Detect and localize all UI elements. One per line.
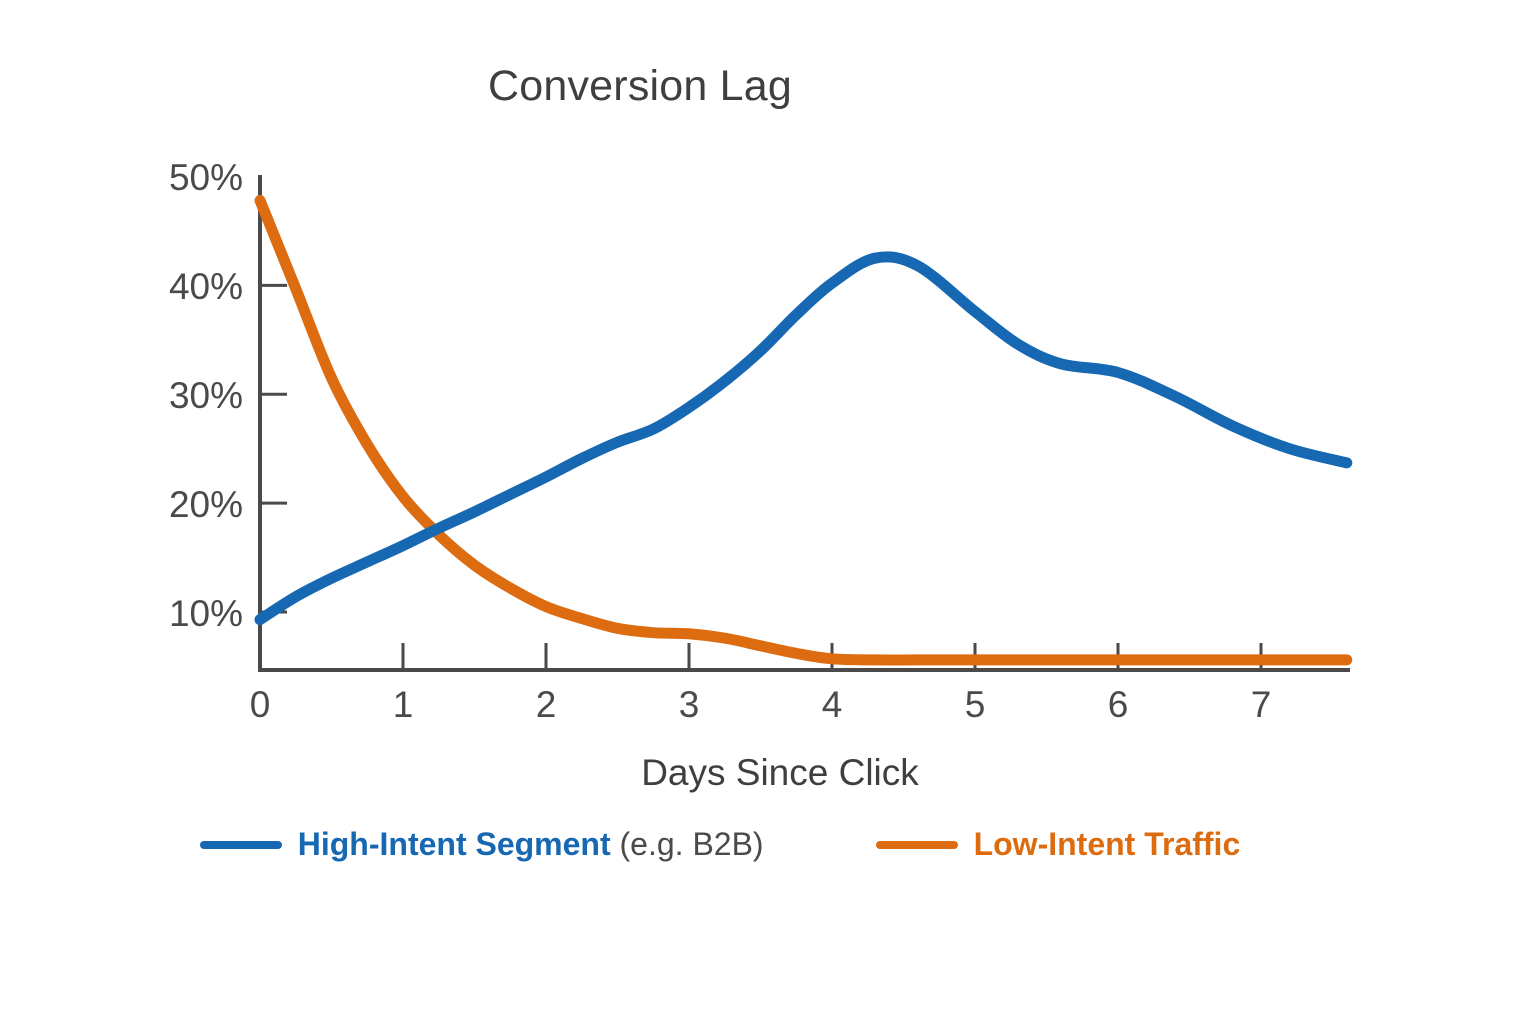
y-axis-labels: 50% 40% 30% 20% 10% xyxy=(169,157,243,634)
y-tick-label-30: 30% xyxy=(169,375,243,416)
page-title: Conversion Lag xyxy=(488,62,792,110)
x-tick-label-3: 3 xyxy=(679,684,700,725)
chart-legend: High-Intent Segment (e.g. B2B) Low-Inten… xyxy=(0,826,1440,863)
x-axis-title: Days Since Click xyxy=(641,752,919,793)
legend-swatch-blue xyxy=(199,840,282,849)
y-tick-label-20: 20% xyxy=(169,484,243,525)
legend-label-strong-1: Low-Intent Traffic xyxy=(973,826,1241,862)
x-tick-label-4: 4 xyxy=(822,684,843,725)
y-tick-label-10: 10% xyxy=(169,593,243,634)
x-tick-label-6: 6 xyxy=(1108,684,1129,725)
y-tick-label-40: 40% xyxy=(169,266,243,307)
x-tick-label-5: 5 xyxy=(965,684,986,725)
legend-label-high-intent-segment: High-Intent Segment (e.g. B2B) xyxy=(298,826,764,863)
legend-swatch-orange xyxy=(875,840,958,849)
series-line-high-intent-segment xyxy=(254,251,1353,626)
x-tick-label-2: 2 xyxy=(536,684,557,725)
x-tick-label-0: 0 xyxy=(250,684,271,725)
x-tick-label-7: 7 xyxy=(1251,684,1272,725)
legend-item-high-intent-segment[interactable]: High-Intent Segment (e.g. B2B) xyxy=(199,826,764,863)
x-tick-label-1: 1 xyxy=(393,684,414,725)
x-axis-labels: 0 1 2 3 4 5 6 7 xyxy=(250,684,1272,725)
legend-label-low-intent-traffic: Low-Intent Traffic xyxy=(974,826,1241,863)
legend-note-0: (e.g. B2B) xyxy=(610,826,764,862)
series-line-low-intent-traffic xyxy=(254,194,1353,666)
y-tick-label-50: 50% xyxy=(169,157,243,198)
legend-label-strong-0: High-Intent Segment xyxy=(297,826,611,862)
legend-item-low-intent-traffic[interactable]: Low-Intent Traffic xyxy=(875,826,1241,863)
y-axis-ticks xyxy=(260,283,287,614)
